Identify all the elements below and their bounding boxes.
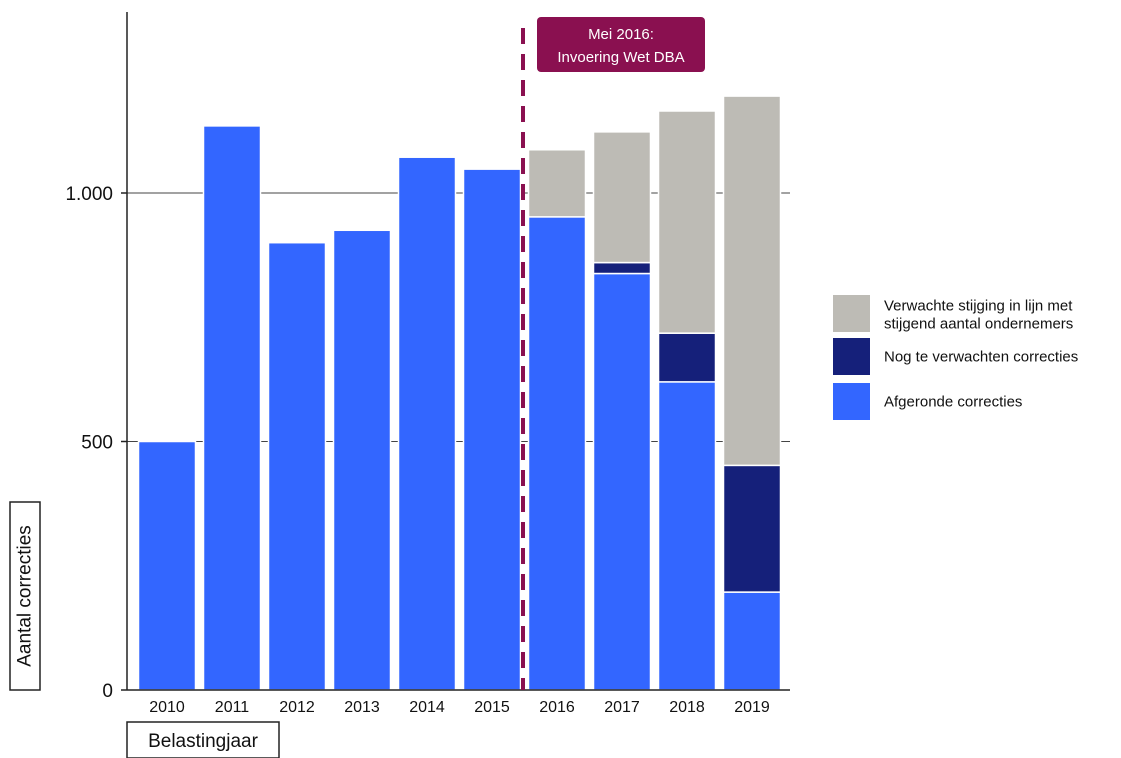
bar-2018-series-1 [657, 332, 717, 383]
bar-2013-series-0 [332, 229, 392, 691]
y-tick-label: 0 [102, 681, 113, 702]
y-tick-labels: 0 500 1.000 [65, 184, 113, 702]
bar-2011-series-0 [202, 125, 262, 691]
x-tick-label: 2015 [474, 699, 510, 716]
x-axis-label-text: Belastingjaar [148, 731, 259, 752]
x-tick-label: 2011 [215, 699, 250, 716]
x-axis-label: Belastingjaar [126, 721, 280, 758]
legend-label: Verwachte stijging in lijn met stijgend a… [884, 298, 1073, 333]
x-tick-label: 2016 [539, 699, 575, 716]
x-tick-label: 2012 [279, 699, 315, 716]
x-tick-label: 2010 [149, 699, 185, 716]
x-tick-label: 2013 [344, 699, 380, 716]
legend-swatch [833, 383, 870, 420]
x-tick-label: 2019 [734, 699, 770, 716]
x-tick-label: 2017 [604, 699, 640, 716]
bar-2017-series-2 [592, 131, 652, 264]
bar-2017-series-0 [592, 272, 652, 691]
bars [137, 95, 782, 691]
legend-label: Afgeronde correcties [884, 394, 1022, 411]
y-tick-label: 1.000 [65, 184, 113, 205]
annotation-line-1: Mei 2016: [588, 26, 654, 43]
bar-2017-series-1 [592, 261, 652, 275]
y-axis-label-text: Aantal correcties [15, 525, 36, 667]
axes [121, 12, 790, 691]
bar-2018-series-0 [657, 381, 717, 691]
y-tick-label: 500 [81, 433, 113, 454]
bar-2019-series-2 [722, 95, 782, 467]
legend-label: Nog te verwachten correcties [884, 349, 1078, 366]
legend-swatch [833, 295, 870, 332]
x-tick-label: 2014 [409, 699, 445, 716]
y-axis-label: Aantal correcties [9, 501, 41, 691]
bar-2016-series-2 [527, 149, 587, 218]
bar-2016-series-0 [527, 216, 587, 691]
x-tick-labels: 2010 2011 2012 2013 2014 2015 2016 2017 2018 2019 [149, 699, 770, 716]
legend: Verwachte stijging in lijn met stijgend a… [833, 295, 1078, 420]
x-tick-label: 2018 [669, 699, 705, 716]
bar-2010-series-0 [137, 440, 197, 691]
bar-2012-series-0 [267, 241, 327, 691]
legend-swatch [833, 338, 870, 375]
bar-2018-series-2 [657, 110, 717, 334]
bar-2019-series-1 [722, 464, 782, 593]
bar-2019-series-0 [722, 591, 782, 691]
annotation-box: Mei 2016: Invoering Wet DBA [537, 17, 705, 72]
bar-2014-series-0 [397, 156, 457, 691]
bar-2015-series-0 [462, 168, 522, 691]
annotation-line-2: Invoering Wet DBA [557, 49, 684, 66]
